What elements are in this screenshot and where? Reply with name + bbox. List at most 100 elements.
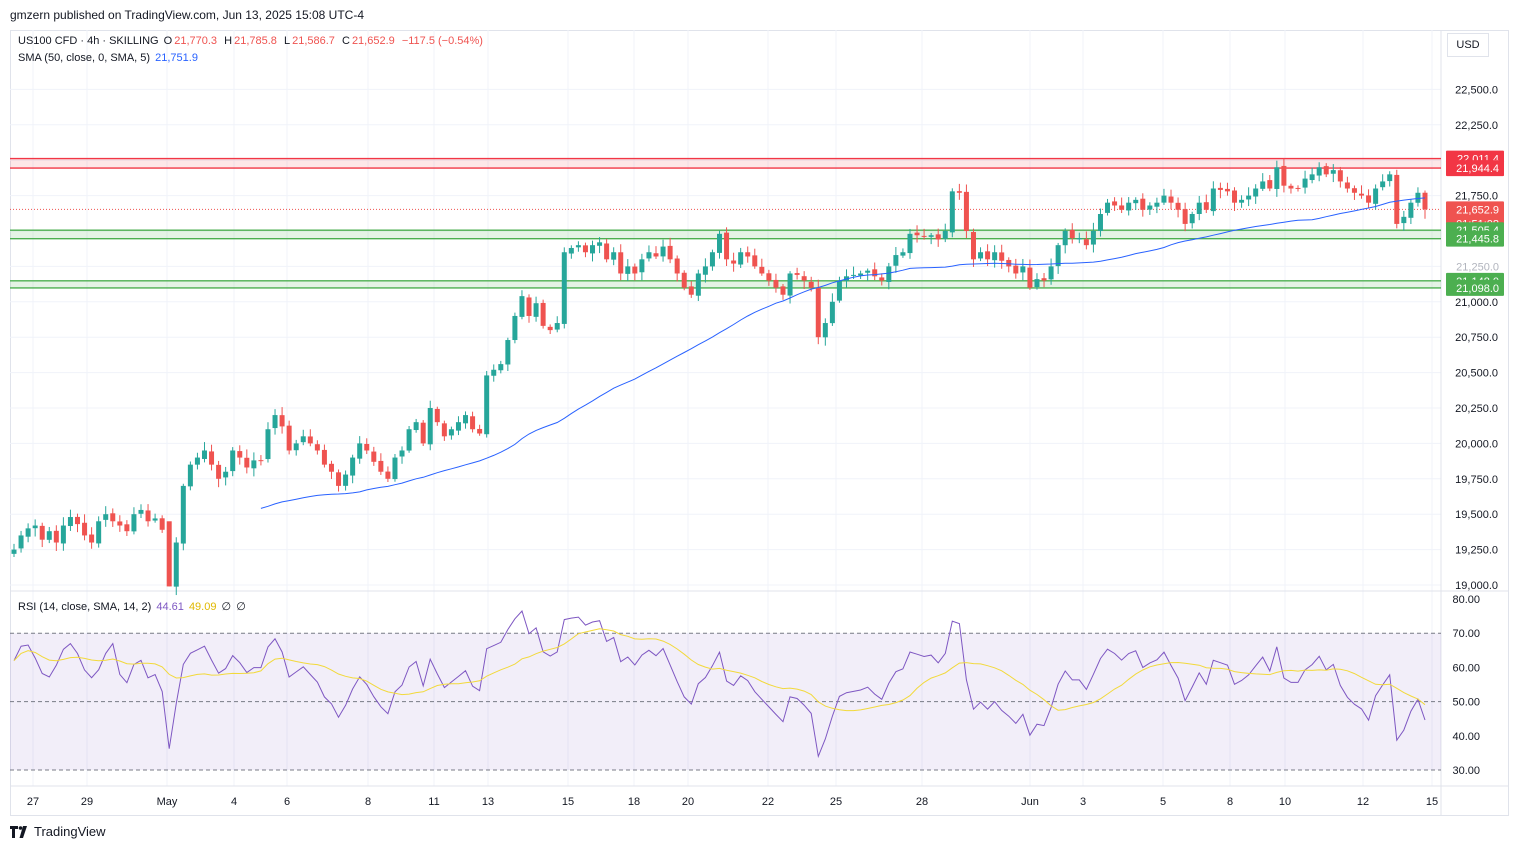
candle-body xyxy=(67,517,73,527)
candle-body xyxy=(590,245,596,254)
time-tick-label: 22 xyxy=(762,796,774,808)
candle-body xyxy=(103,514,109,520)
candle-body xyxy=(145,510,151,522)
candle-body xyxy=(39,525,45,540)
candle-body xyxy=(124,524,130,532)
sma-legend[interactable]: SMA (50, close, 0, SMA, 5) 21,751.9 xyxy=(18,52,200,64)
candle-body xyxy=(455,422,461,431)
candle-body xyxy=(392,457,398,480)
candle-body xyxy=(717,233,722,253)
candle-body xyxy=(258,460,264,462)
candle-body xyxy=(1203,202,1209,210)
candle-body xyxy=(187,464,193,487)
candle-body xyxy=(639,259,645,273)
support1-bottom-label: 21,445.8 xyxy=(1456,234,1499,246)
candle-body xyxy=(992,252,998,261)
candle-body xyxy=(1239,199,1245,203)
low-value: 21,586.7 xyxy=(292,35,335,47)
candle-body xyxy=(1401,216,1407,224)
candle-body xyxy=(1232,190,1238,203)
candle-body xyxy=(1154,202,1160,207)
rsi-tick-label: 40.00 xyxy=(1452,731,1480,743)
candle-body xyxy=(582,245,588,253)
candle-body xyxy=(942,231,948,239)
candle-body xyxy=(1076,238,1082,240)
price-tick-label: 20,000.0 xyxy=(1455,438,1498,450)
candle-body xyxy=(1062,231,1068,246)
rsi-tick-label: 60.00 xyxy=(1452,662,1480,674)
price-axis[interactable]: 19,000.0 19,250.0 19,500.0 19,750.0 20,000.0… xyxy=(1452,84,1498,777)
candle-body xyxy=(872,269,878,277)
candle-body xyxy=(357,443,363,459)
time-tick-label: 3 xyxy=(1080,796,1086,808)
candle-body xyxy=(385,471,391,479)
candle-body xyxy=(688,286,694,295)
candle-body xyxy=(237,451,243,458)
candle-body xyxy=(343,474,349,486)
price-axis-labels: 22,011.421,944.421,652.901:51:0821,505.4… xyxy=(1446,150,1504,296)
candle-body xyxy=(1105,202,1111,213)
support1-bottom-label-bg xyxy=(1446,230,1504,247)
candle-body xyxy=(18,535,24,549)
time-tick-label: 15 xyxy=(1426,796,1438,808)
candle-body xyxy=(1422,192,1428,210)
candle-body xyxy=(1119,205,1125,210)
brand-name: TradingView xyxy=(34,824,106,839)
rsi-legend[interactable]: RSI (14, close, SMA, 14, 2) 44.61 49.09 … xyxy=(18,600,248,613)
candle-body xyxy=(865,270,871,273)
candle-body xyxy=(956,191,962,193)
time-tick-label: 15 xyxy=(562,796,574,808)
time-tick-label: 5 xyxy=(1160,796,1166,808)
candle-body xyxy=(1069,229,1075,239)
candle-body xyxy=(230,450,236,472)
candle-body xyxy=(709,252,715,267)
time-tick-label: 10 xyxy=(1279,796,1291,808)
candle-body xyxy=(1366,195,1372,203)
candle-body xyxy=(681,272,687,288)
candle-body xyxy=(611,252,617,260)
candle-body xyxy=(1260,181,1266,189)
candle-body xyxy=(900,252,906,256)
candle-body xyxy=(1083,239,1089,246)
candle-body xyxy=(907,233,913,254)
change-value: −117.5 (−0.54%) xyxy=(401,35,483,47)
time-axis[interactable]: 27 29 May 4 6 8 11 13 15 18 20 22 25 28 Jun 3 5 8 10 12 15 xyxy=(27,796,1438,808)
candle-body xyxy=(1034,279,1040,288)
sma-label: SMA (50, close, 0, SMA, 5) xyxy=(18,52,151,64)
time-tick-label: 18 xyxy=(628,796,640,808)
time-tick-label: 4 xyxy=(231,796,237,808)
open-value: 21,770.3 xyxy=(174,35,218,47)
candle-body xyxy=(808,281,814,288)
candle-body xyxy=(829,301,835,324)
candle-body xyxy=(554,323,560,330)
candle-body xyxy=(491,369,497,376)
candle-body xyxy=(378,460,384,472)
candle-body xyxy=(625,266,631,274)
candle-body xyxy=(1196,202,1202,214)
support2-bottom-label: 21,098.0 xyxy=(1456,283,1499,295)
candle-body xyxy=(766,273,772,281)
candle-body xyxy=(173,542,179,587)
candle-body xyxy=(921,235,927,237)
candle-body xyxy=(209,451,215,465)
candle-body xyxy=(413,422,419,431)
candle-body xyxy=(286,425,292,451)
sma-series xyxy=(260,197,1426,509)
tradingview-logo[interactable]: TradingView xyxy=(10,824,106,839)
candle-body xyxy=(74,516,80,525)
candle-body xyxy=(1182,209,1188,224)
candle-body xyxy=(1112,201,1118,206)
candle-body xyxy=(406,429,412,451)
candle-body xyxy=(618,252,624,274)
candle-body xyxy=(780,286,786,295)
candle-body xyxy=(328,463,334,472)
candle-body xyxy=(1281,165,1287,186)
candle-body xyxy=(568,247,574,254)
symbol-legend[interactable]: US100 CFD · 4h · SKILLING O 21,770.3 H 21,… xyxy=(18,35,485,47)
publisher-header: gmzern published on TradingView.com, Jun… xyxy=(10,8,364,22)
time-tick-label: 28 xyxy=(916,796,928,808)
candle-body xyxy=(1380,181,1386,188)
candle-body xyxy=(1359,193,1365,196)
currency-button[interactable]: USD xyxy=(1447,33,1489,57)
